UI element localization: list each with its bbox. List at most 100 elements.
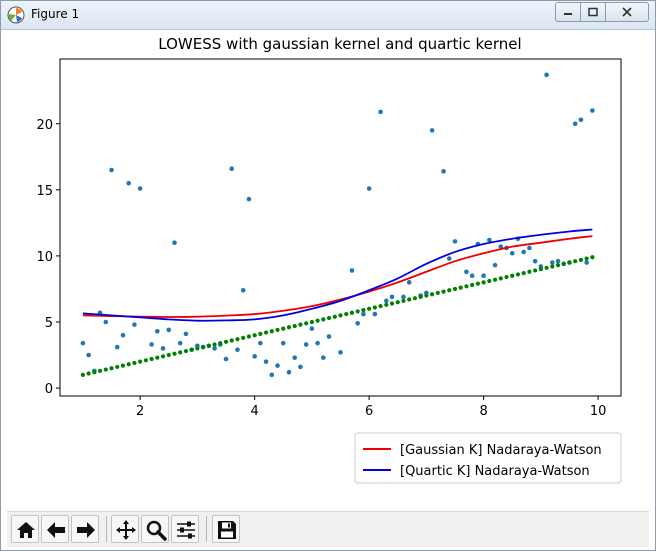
scatter-point	[155, 328, 160, 334]
scatter-point	[349, 268, 355, 273]
linear-dot	[80, 372, 85, 377]
figure-canvas[interactable]: LOWESS with gaussian kernel and quartic …	[7, 30, 649, 511]
linear-dot	[458, 285, 463, 290]
linear-dot	[361, 307, 366, 313]
linear-dot	[304, 321, 309, 326]
scatter-point	[338, 350, 343, 355]
x-tick-label: 6	[365, 404, 373, 419]
zoom-icon	[146, 520, 167, 541]
linear-dot	[452, 286, 458, 292]
scatter-point	[401, 294, 406, 300]
x-tick-label: 10	[590, 404, 607, 419]
linear-dot	[561, 261, 566, 266]
linear-dot	[424, 293, 429, 298]
linear-dot	[544, 265, 549, 270]
scatter-point	[464, 269, 469, 275]
linear-dot	[498, 276, 503, 281]
linear-dot	[235, 337, 240, 342]
matplotlib-logo-icon	[7, 6, 25, 24]
linear-dot	[429, 292, 435, 297]
linear-dot	[263, 330, 269, 335]
scatter-point	[406, 280, 412, 285]
scatter-point	[298, 364, 303, 370]
y-tick-label: 10	[36, 250, 53, 265]
home-button[interactable]	[11, 515, 39, 543]
pan-icon	[116, 520, 136, 540]
linear-dot	[286, 325, 292, 330]
home-icon	[17, 522, 35, 538]
linear-dot	[258, 331, 263, 336]
linear-dot	[332, 314, 337, 319]
scatter-point	[590, 108, 595, 113]
scatter-point	[223, 356, 229, 362]
chart-title: LOWESS with gaussian kernel and quartic …	[158, 35, 521, 53]
linear-dot	[447, 288, 452, 293]
linear-dot	[126, 362, 131, 367]
scatter-point	[378, 109, 383, 115]
pan-button[interactable]	[111, 515, 139, 543]
scatter-point	[114, 344, 120, 350]
scatter-point	[229, 166, 235, 171]
scatter-point	[292, 355, 298, 360]
forward-button[interactable]	[71, 515, 99, 543]
scatter-point	[498, 244, 504, 249]
linear-dot	[275, 327, 280, 333]
minimize-icon	[564, 13, 572, 15]
scatter-point	[120, 332, 126, 338]
subplots-config-button[interactable]	[171, 515, 199, 543]
legend: [Gaussian K] Nadaraya-Watson [Quartic K] …	[354, 432, 622, 484]
scatter-point	[246, 196, 252, 202]
linear-dot	[149, 356, 154, 362]
scatter-point	[309, 326, 315, 331]
scatter-point	[149, 342, 154, 347]
linear-dot	[298, 322, 303, 327]
close-button[interactable]	[606, 2, 649, 22]
linear-dot	[86, 371, 91, 376]
scatter-point	[469, 273, 475, 279]
back-arrow-icon	[47, 522, 65, 538]
linear-dot	[183, 348, 189, 354]
scatter-point	[521, 249, 526, 255]
linear-dot	[321, 317, 326, 322]
subplots-config-icon	[177, 521, 195, 539]
zoom-button[interactable]	[141, 515, 169, 543]
linear-dot	[521, 270, 526, 276]
scatter-point	[303, 342, 309, 347]
scatter-point	[109, 167, 114, 173]
linear-dot	[567, 260, 572, 265]
maximize-button[interactable]	[581, 2, 606, 22]
title-bar[interactable]: Figure 1	[1, 1, 655, 30]
linear-dot	[115, 364, 120, 370]
linear-dot	[470, 282, 475, 288]
scatter-point	[183, 331, 189, 337]
scatter-point	[532, 258, 538, 264]
linear-dot	[315, 318, 320, 323]
linear-dot	[206, 343, 211, 348]
scatter-point	[452, 239, 458, 244]
linear-dot	[326, 315, 332, 321]
y-tick-label: 20	[36, 118, 53, 133]
scatter-point	[481, 273, 486, 279]
linear-dot	[378, 304, 383, 309]
navigation-toolbar	[7, 511, 649, 547]
x-tick-label: 2	[136, 404, 144, 419]
linear-dot	[229, 338, 234, 343]
scatter-point	[286, 369, 292, 375]
linear-dot	[132, 360, 137, 366]
linear-dot	[252, 333, 257, 338]
linear-dot	[584, 256, 589, 261]
scatter-point	[584, 260, 589, 265]
back-button[interactable]	[41, 515, 69, 543]
scatter-point	[263, 359, 269, 364]
scatter-point	[527, 245, 532, 251]
linear-dot	[212, 342, 217, 347]
linear-dot	[510, 273, 515, 278]
scatter-point	[372, 311, 378, 317]
scatter-point	[258, 340, 263, 346]
linear-dot	[481, 280, 486, 285]
linear-dot	[355, 309, 360, 314]
minimize-button[interactable]	[555, 2, 581, 22]
scatter-point	[172, 240, 177, 245]
save-button[interactable]	[212, 515, 240, 543]
scatter-point	[132, 322, 137, 327]
